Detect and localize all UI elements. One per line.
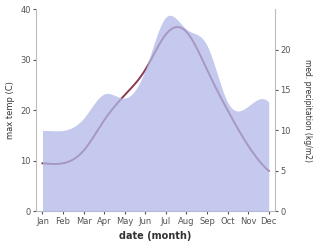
Y-axis label: med. precipitation (kg/m2): med. precipitation (kg/m2) xyxy=(303,59,313,162)
X-axis label: date (month): date (month) xyxy=(119,231,192,242)
Y-axis label: max temp (C): max temp (C) xyxy=(5,81,15,139)
